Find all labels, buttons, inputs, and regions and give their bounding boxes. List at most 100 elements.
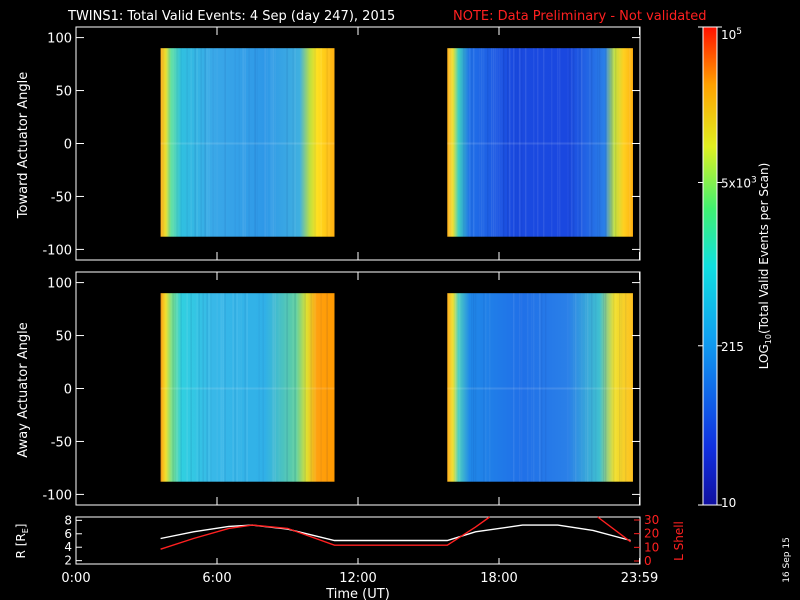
away-heatmap-streak <box>471 293 473 482</box>
away-heatmap-streak <box>573 293 575 482</box>
x-tick-label: 6:00 <box>202 571 231 586</box>
away-heatmap-streak <box>473 293 475 482</box>
toward-heatmap-streak <box>266 48 268 237</box>
toward-zero-band <box>160 142 335 145</box>
toward-heatmap-streak <box>607 48 609 237</box>
away-heatmap-streak <box>533 293 535 482</box>
toward-heatmap-streak <box>569 48 571 237</box>
away-ytick-label: 100 <box>47 277 72 292</box>
toward-heatmap-streak <box>186 48 188 237</box>
toward-heatmap-streak <box>471 48 473 237</box>
toward-heatmap-streak <box>481 48 483 237</box>
colorbar-label: LOG10(Total Valid Events per Scan) <box>757 163 773 370</box>
toward-heatmap-streak <box>194 48 196 237</box>
away-heatmap-streak <box>513 293 515 482</box>
toward-heatmap-streak <box>204 48 206 237</box>
toward-heatmap-streak <box>571 48 573 237</box>
away-heatmap-streak <box>244 293 246 482</box>
away-ytick-label: 50 <box>55 330 72 345</box>
away-heatmap-streak <box>451 293 453 482</box>
toward-heatmap-streak <box>176 48 178 237</box>
away-heatmap-streak <box>615 293 617 482</box>
toward-heatmap-streak <box>314 48 316 237</box>
x-tick-label: 23:59 <box>621 571 658 586</box>
toward-heatmap-streak <box>533 48 535 237</box>
toward-ytick-label: 50 <box>55 85 72 100</box>
x-tick-label: 12:00 <box>339 571 376 586</box>
toward-heatmap-streak <box>294 48 296 237</box>
toward-heatmap-streak <box>238 48 240 237</box>
away-heatmap-streak <box>621 293 623 482</box>
toward-heatmap-streak <box>525 48 527 237</box>
toward-heatmap-streak <box>495 48 497 237</box>
away-heatmap-streak <box>170 293 172 482</box>
away-heatmap-streak <box>475 293 477 482</box>
away-heatmap-streak <box>190 293 192 482</box>
toward-heatmap-streak <box>451 48 453 237</box>
away-heatmap-streak <box>232 293 234 482</box>
toward-heatmap-streak <box>200 48 202 237</box>
toward-heatmap-streak <box>591 48 593 237</box>
toward-heatmap-streak <box>272 48 274 237</box>
away-heatmap-streak <box>292 293 294 482</box>
toward-heatmap-streak <box>242 48 244 237</box>
orbit-series-line <box>160 524 631 542</box>
away-heatmap-streak <box>272 293 274 482</box>
orbit-left-tick-label: 2 <box>64 554 72 568</box>
toward-heatmap-streak <box>507 48 509 237</box>
away-heatmap-streak <box>613 293 615 482</box>
away-heatmap-streak <box>186 293 188 482</box>
toward-heatmap-streak <box>270 48 272 237</box>
away-heatmap-streak <box>605 293 607 482</box>
toward-heatmap-streak <box>479 48 481 237</box>
away-heatmap-streak <box>234 293 236 482</box>
away-heatmap-streak <box>284 293 286 482</box>
toward-heatmap-streak <box>256 48 258 237</box>
away-heatmap-streak <box>222 293 224 482</box>
away-heatmap-streak <box>567 293 569 482</box>
away-heatmap-streak <box>304 293 306 482</box>
away-heatmap-streak <box>531 293 533 482</box>
toward-heatmap-streak <box>521 48 523 237</box>
toward-heatmap-streak <box>629 48 631 237</box>
toward-heatmap-streak <box>320 48 322 237</box>
away-heatmap-streak <box>278 293 280 482</box>
toward-heatmap-streak <box>244 48 246 237</box>
toward-heatmap-streak <box>613 48 615 237</box>
toward-heatmap-streak <box>517 48 519 237</box>
away-ylabel: Away Actuator Angle <box>16 322 31 457</box>
away-heatmap-streak <box>595 293 597 482</box>
toward-heatmap-streak <box>469 48 471 237</box>
colorbar-tick-label: 215 <box>721 340 744 354</box>
away-heatmap-streak <box>206 293 208 482</box>
orbit-left-ylabel: R [RE] <box>14 524 30 559</box>
away-heatmap-streak <box>172 293 174 482</box>
away-heatmap-streak <box>625 293 627 482</box>
away-heatmap-streak <box>539 293 541 482</box>
toward-heatmap-streak <box>573 48 575 237</box>
away-ytick-label: 0 <box>64 383 72 398</box>
toward-heatmap-streak <box>581 48 583 237</box>
orbit-right-tick-label: 30 <box>644 513 659 527</box>
away-heatmap-streak <box>160 293 162 482</box>
away-heatmap-streak <box>310 293 312 482</box>
away-heatmap-streak <box>262 293 264 482</box>
toward-heatmap-streak <box>328 48 330 237</box>
away-heatmap-streak <box>575 293 577 482</box>
toward-heatmap-streak <box>274 48 276 237</box>
away-heatmap-streak <box>314 293 316 482</box>
away-heatmap-streak <box>326 293 328 482</box>
away-heatmap-streak <box>208 293 210 482</box>
away-heatmap-streak <box>176 293 178 482</box>
away-heatmap-streak <box>459 293 461 482</box>
orbit-series-line <box>597 516 632 543</box>
toward-heatmap-streak <box>619 48 621 237</box>
toward-heatmap-streak <box>190 48 192 237</box>
away-zero-band <box>160 387 335 390</box>
away-heatmap-streak <box>240 293 242 482</box>
toward-ytick-label: -100 <box>42 243 72 258</box>
away-zero-band <box>447 387 633 390</box>
toward-heatmap-streak <box>577 48 579 237</box>
colorbar-tick-label: 5x103 <box>721 175 757 190</box>
away-heatmap-streak <box>521 293 523 482</box>
